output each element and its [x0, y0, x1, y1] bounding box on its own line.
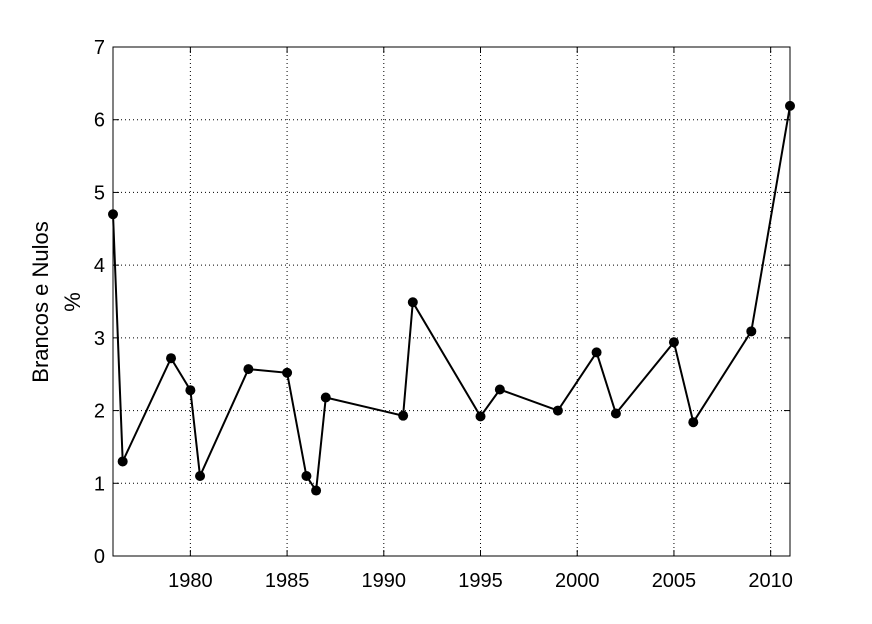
x-tick-label: 1995 [458, 570, 503, 592]
data-point [668, 337, 679, 348]
y-tick-label: 0 [94, 546, 105, 568]
data-point [552, 405, 563, 416]
data-point [311, 485, 322, 496]
data-point [185, 385, 196, 396]
data-point [117, 456, 128, 467]
y-tick-label: 3 [94, 328, 105, 350]
data-point [282, 367, 293, 378]
x-tick-label: 2000 [555, 570, 600, 592]
data-point [243, 364, 254, 375]
y-axis-label-line-1: Brancos e Nulos [28, 221, 53, 382]
data-point [407, 297, 418, 308]
y-tick-label: 2 [94, 401, 105, 423]
plot-frame [112, 46, 791, 557]
y-axis-label-line-2: % [60, 292, 85, 312]
axis-ticks [113, 46, 790, 557]
y-tick-label: 5 [94, 182, 105, 204]
data-point [494, 384, 505, 395]
x-tick-labels: 1980 1985 1990 1995 2000 2005 2010 [168, 570, 793, 592]
y-tick-labels: 0 1 2 3 4 5 6 7 [94, 37, 105, 568]
data-point [195, 471, 206, 482]
y-tick-label: 7 [94, 37, 105, 59]
x-tick-label: 1985 [265, 570, 310, 592]
data-point [320, 392, 331, 403]
data-point [301, 471, 312, 482]
data-point [166, 353, 177, 364]
data-point [475, 411, 486, 422]
x-tick-label: 2010 [748, 570, 793, 592]
series-1 [108, 100, 795, 496]
y-tick-label: 1 [94, 473, 105, 495]
data-point [398, 410, 409, 421]
data-point [746, 326, 757, 337]
y-tick-label: 4 [94, 255, 105, 277]
series-line [112, 105, 791, 494]
grid [113, 47, 790, 556]
x-tick-label: 1980 [168, 570, 213, 592]
data-point [610, 408, 621, 419]
y-tick-label: 6 [94, 110, 105, 132]
data-point [785, 100, 795, 111]
data-point [108, 209, 118, 220]
x-tick-label: 1990 [362, 570, 407, 592]
data-point [591, 347, 602, 358]
x-tick-label: 2005 [652, 570, 697, 592]
data-point [688, 417, 699, 428]
